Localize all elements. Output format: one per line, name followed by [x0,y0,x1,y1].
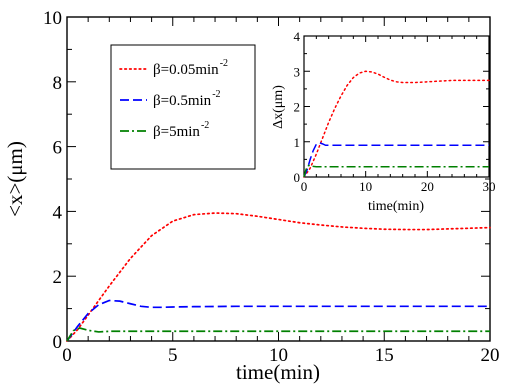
x-tick-label: 30 [483,179,496,194]
y-tick-label: 0 [294,170,301,185]
series-line-0 [303,70,490,178]
inset-ticks: 0 10 20 30 0 1 2 3 4 [294,29,496,194]
y-tick-label: 4 [294,29,301,44]
y-tick-label: 2 [53,267,63,288]
series-line-1 [303,142,489,178]
y-tick-label: 10 [43,8,62,29]
x-tick-label: 20 [421,179,434,194]
series-line-1 [66,299,490,342]
legend-label-1: β=0.5min [153,93,212,109]
x-tick-label: 20 [481,345,500,366]
x-tick-label: 0 [62,345,72,366]
main-x-axis-label: time(min) [236,360,320,384]
main-y-axis-label: <x>(μm) [3,141,27,217]
main-series [66,212,491,342]
series-line-0 [66,212,491,342]
x-tick-label: 5 [168,345,178,366]
legend-label-2: β=5min [153,124,200,140]
y-tick-label: 6 [53,138,63,159]
y-tick-label: 3 [294,64,301,79]
series-line-2 [303,164,489,178]
legend-label-sup-1: -2 [212,89,220,100]
legend: β=0.05min -2β=0.5min -2β=5min -2 [110,44,256,170]
inset-plot-frame [303,35,490,178]
y-tick-label: 0 [53,332,63,353]
legend-label-sup-2: -2 [201,120,209,131]
legend-label-0: β=0.05min [153,62,219,78]
y-tick-label: 2 [294,100,301,115]
inset-series [303,70,490,178]
x-tick-label: 15 [375,345,394,366]
inset-chart: 0 10 20 30 0 1 2 3 4 time(min) Δx(μm) [271,29,496,214]
legend-box [110,44,256,170]
x-tick-label: 10 [269,345,288,366]
legend-items: β=0.05min -2β=0.5min -2β=5min -2 [119,58,228,140]
y-tick-label: 4 [53,202,63,223]
y-tick-label: 1 [294,135,301,150]
inset-x-axis-label: time(min) [368,199,424,214]
x-tick-label: 0 [301,179,308,194]
y-tick-label: 8 [53,73,63,94]
inset-y-axis-label: Δx(μm) [271,85,286,129]
legend-label-sup-0: -2 [220,58,228,69]
x-tick-label: 10 [359,179,372,194]
